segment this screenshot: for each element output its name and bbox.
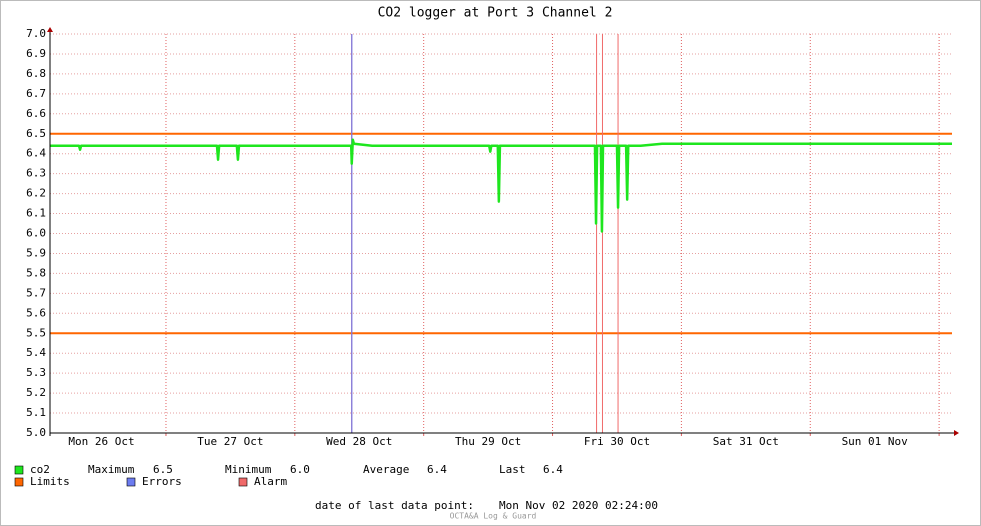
y-tick-label: 6.6 [26,107,46,120]
y-axis-arrow [47,27,53,32]
last-point-label: date of last data point: [315,499,474,512]
y-tick-label: 6.5 [26,127,46,140]
y-tick-label: 6.3 [26,167,46,180]
x-tick-label: Sat 31 Oct [713,435,779,448]
y-tick-label: 5.4 [26,346,46,359]
x-tick-label: Sun 01 Nov [842,435,909,448]
legend-swatch [14,477,24,487]
y-tick-label: 6.8 [26,67,46,80]
legend-label: Alarm [254,475,287,488]
x-tick-label: Fri 30 Oct [584,435,650,448]
legend-swatch [126,477,136,487]
legend-label: co2 [30,463,50,476]
y-tick-label: 5.0 [26,426,46,439]
y-tick-label: 6.1 [26,207,46,220]
stat-name: Minimum [225,463,272,476]
y-tick-label: 6.2 [26,187,46,200]
y-tick-label: 6.9 [26,47,46,60]
x-tick-label: Tue 27 Oct [197,435,263,448]
y-tick-label: 6.4 [26,147,46,160]
last-point: Mon Nov 02 2020 02:24:00 [499,499,658,512]
y-tick-label: 5.7 [26,286,46,299]
y-tick-label: 5.3 [26,366,46,379]
x-axis-arrow [954,430,959,436]
stat-value: 6.5 [153,463,173,476]
stat-value: 6.4 [543,463,563,476]
y-tick-label: 5.6 [26,306,46,319]
y-tick-label: 5.5 [26,326,46,339]
y-tick-label: 5.9 [26,246,46,259]
y-tick-label: 6.0 [26,227,46,240]
footer: OCTA&A Log & Guard [450,512,537,521]
y-tick-label: 5.1 [26,406,46,419]
y-tick-label: 5.8 [26,266,46,279]
legend-label: Limits [30,475,70,488]
x-tick-label: Wed 28 Oct [326,435,392,448]
stat-name: Average [363,463,409,476]
y-tick-label: 6.7 [26,87,46,100]
x-tick-label: Thu 29 Oct [455,435,521,448]
legend-swatch [238,477,248,487]
legend-label: Errors [142,475,182,488]
x-tick-label: Mon 26 Oct [68,435,134,448]
legend-swatch [14,465,24,475]
chart-title: CO2 logger at Port 3 Channel 2 [378,6,613,21]
stat-name: Maximum [88,463,135,476]
series-line [50,138,952,233]
stat-value: 6.0 [290,463,310,476]
y-tick-label: 7.0 [26,27,46,40]
y-tick-label: 5.2 [26,386,46,399]
stat-name: Last [499,463,526,476]
stat-value: 6.4 [427,463,447,476]
